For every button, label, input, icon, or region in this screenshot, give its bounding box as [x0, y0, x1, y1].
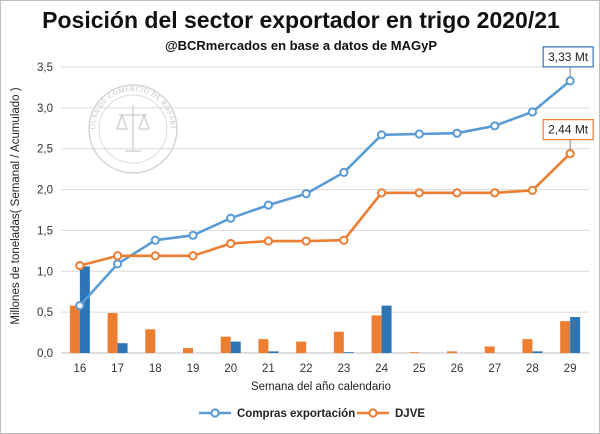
x-tick-label: 16	[73, 363, 86, 375]
data-point	[414, 129, 424, 139]
chart-subtitle: @BCRmercados en base a datos de MAGyP	[165, 38, 437, 53]
bar	[296, 341, 307, 353]
data-point	[565, 149, 575, 159]
x-tick-label: 23	[337, 363, 350, 375]
legend-marker	[368, 408, 378, 418]
bar	[333, 331, 344, 353]
bar	[117, 343, 128, 353]
chart-title: Posición del sector exportador en trigo …	[42, 7, 560, 33]
callout-label: 2,44 Mt	[548, 123, 589, 137]
bar	[409, 352, 420, 353]
data-point	[226, 213, 236, 223]
bar	[343, 352, 354, 353]
bar	[79, 266, 90, 353]
series-line	[78, 79, 571, 307]
y-tick-label: 0,0	[37, 348, 53, 360]
y-axis: 0,0 0,5 1,0 1,5 2,0 2,5 3,0 3,5	[37, 62, 53, 360]
bar	[560, 321, 571, 353]
bar	[371, 315, 382, 353]
x-tick-label: 22	[300, 363, 313, 375]
bar	[145, 329, 156, 353]
data-point	[226, 238, 236, 249]
bar	[381, 305, 392, 353]
x-axis: 16 17 18 19 20 21 22 23 24 25 26 27 28 29	[73, 363, 576, 375]
x-tick-label: 24	[375, 363, 388, 375]
data-point	[339, 235, 349, 245]
gridlines	[61, 66, 589, 354]
x-tick-label: 19	[187, 363, 200, 375]
y-axis-label: Millones de toneladas( Semanal / Acumula…	[10, 87, 22, 324]
y-tick-label: 2,5	[37, 144, 53, 156]
bar	[183, 348, 193, 353]
bar	[447, 351, 457, 353]
y-tick-label: 1,0	[37, 266, 53, 278]
y-tick-label: 0,5	[37, 307, 53, 319]
data-point	[75, 260, 85, 271]
data-point	[527, 185, 538, 195]
bar-series	[69, 266, 581, 353]
x-tick-label: 18	[149, 363, 162, 375]
data-point	[414, 188, 424, 198]
y-tick-label: 1,5	[37, 225, 53, 237]
x-tick-label: 20	[224, 363, 237, 375]
bar	[107, 312, 118, 353]
callout-box	[542, 119, 594, 141]
bar	[258, 339, 269, 353]
data-point	[339, 167, 349, 178]
data-point	[188, 251, 198, 261]
bar	[484, 346, 495, 353]
x-tick-label: 17	[111, 363, 124, 375]
callouts: 3,33 Mt 2,44 Mt	[542, 46, 594, 150]
x-axis-label: Semana del año calendario	[251, 381, 391, 393]
data-point	[150, 251, 160, 261]
data-point	[112, 259, 123, 269]
data-point	[452, 188, 462, 198]
bar	[230, 341, 241, 353]
bar	[268, 351, 279, 353]
callout-box	[542, 46, 594, 68]
x-tick-label: 25	[413, 363, 426, 375]
legend-marker	[210, 408, 220, 418]
x-tick-label: 29	[564, 363, 577, 375]
data-point	[376, 130, 387, 140]
bar	[69, 305, 80, 353]
series-line	[79, 152, 572, 267]
data-point	[150, 235, 160, 245]
callout-label: 3,33 Mt	[548, 50, 589, 64]
data-point	[301, 236, 311, 246]
bar	[220, 336, 231, 353]
x-tick-label: 27	[488, 363, 501, 375]
bar	[570, 317, 581, 353]
data-point	[263, 200, 274, 210]
data-point	[301, 189, 311, 199]
y-tick-label: 3,0	[37, 103, 53, 115]
bar	[532, 351, 543, 353]
data-point	[490, 121, 500, 131]
data-point	[112, 251, 123, 261]
legend: Compras exportación DJVE	[199, 408, 425, 420]
data-point	[565, 76, 575, 86]
data-point	[376, 188, 387, 198]
legend-label: DJVE	[395, 408, 425, 420]
data-point	[75, 301, 85, 311]
data-point	[452, 128, 462, 138]
legend-label: Compras exportación	[237, 408, 355, 420]
data-point	[490, 188, 500, 198]
y-tick-label: 2,0	[37, 185, 53, 197]
x-tick-label: 28	[526, 363, 539, 375]
y-tick-label: 3,5	[37, 62, 53, 74]
data-point	[527, 107, 538, 117]
bar	[522, 339, 533, 353]
x-tick-label: 21	[262, 363, 275, 375]
x-tick-label: 26	[451, 363, 464, 375]
data-point	[263, 236, 274, 246]
line-series	[75, 76, 575, 311]
data-point	[188, 230, 198, 240]
